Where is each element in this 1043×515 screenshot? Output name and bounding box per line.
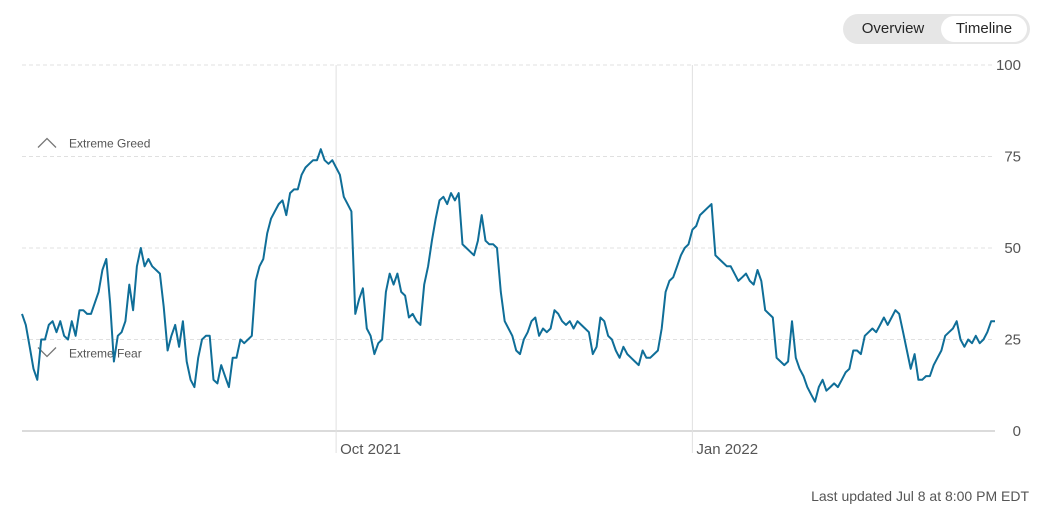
timeline-tab[interactable]: Timeline bbox=[941, 16, 1027, 42]
chevron-up-icon bbox=[37, 137, 57, 148]
extreme-greed-label: Extreme Greed bbox=[69, 137, 150, 151]
x-tick-label: Oct 2021 bbox=[340, 441, 401, 458]
y-tick-label: 25 bbox=[1004, 332, 1021, 349]
y-tick-label: 75 bbox=[1004, 149, 1021, 166]
series-line bbox=[21, 148, 995, 403]
view-toggle: Overview Timeline bbox=[843, 14, 1030, 44]
y-tick-label: 0 bbox=[1013, 423, 1021, 440]
extreme-fear-label: Extreme Fear bbox=[69, 347, 142, 361]
last-updated-text: Last updated Jul 8 at 8:00 PM EDT bbox=[811, 488, 1029, 504]
x-tick-label: Jan 2022 bbox=[696, 441, 758, 458]
y-tick-label: 100 bbox=[996, 57, 1021, 74]
overview-tab[interactable]: Overview bbox=[861, 20, 925, 37]
y-tick-label: 50 bbox=[1004, 240, 1021, 257]
